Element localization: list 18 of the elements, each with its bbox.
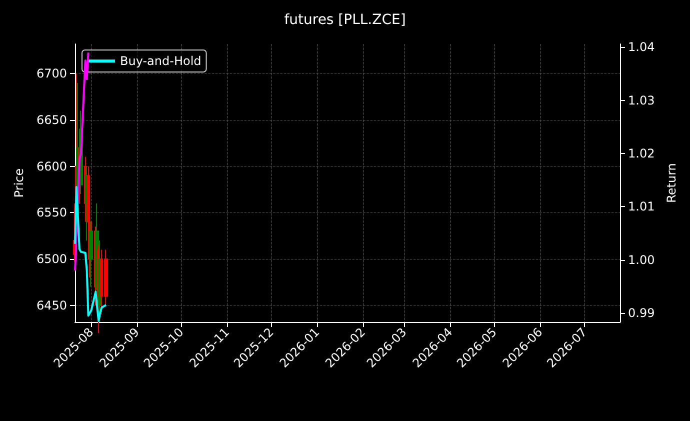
y2-tick-label: 1.00 [628,252,655,267]
y2-tick-label: 1.03 [628,93,655,108]
y-axis-title: Price [12,168,26,198]
y-tick-label: 6650 [36,112,67,127]
y2-tick-label: 0.99 [628,306,655,320]
legend-label: Buy-and-Hold [120,54,202,68]
chart-title: futures [PLL.ZCE] [284,12,406,28]
y-tick-label: 6500 [36,252,67,266]
line-series [74,52,90,272]
line-series [74,186,108,322]
y-tick-label: 6450 [36,298,67,312]
y2-tick-label: 1.01 [628,200,655,214]
y2-tick-label: 1.04 [628,40,655,54]
y-tick-label: 6700 [36,66,67,81]
y-tick-label: 6600 [36,159,67,174]
y2-tick-label: 1.02 [628,146,655,160]
y-tick-label: 6550 [36,206,67,220]
y2-axis-title: Return [664,163,679,203]
